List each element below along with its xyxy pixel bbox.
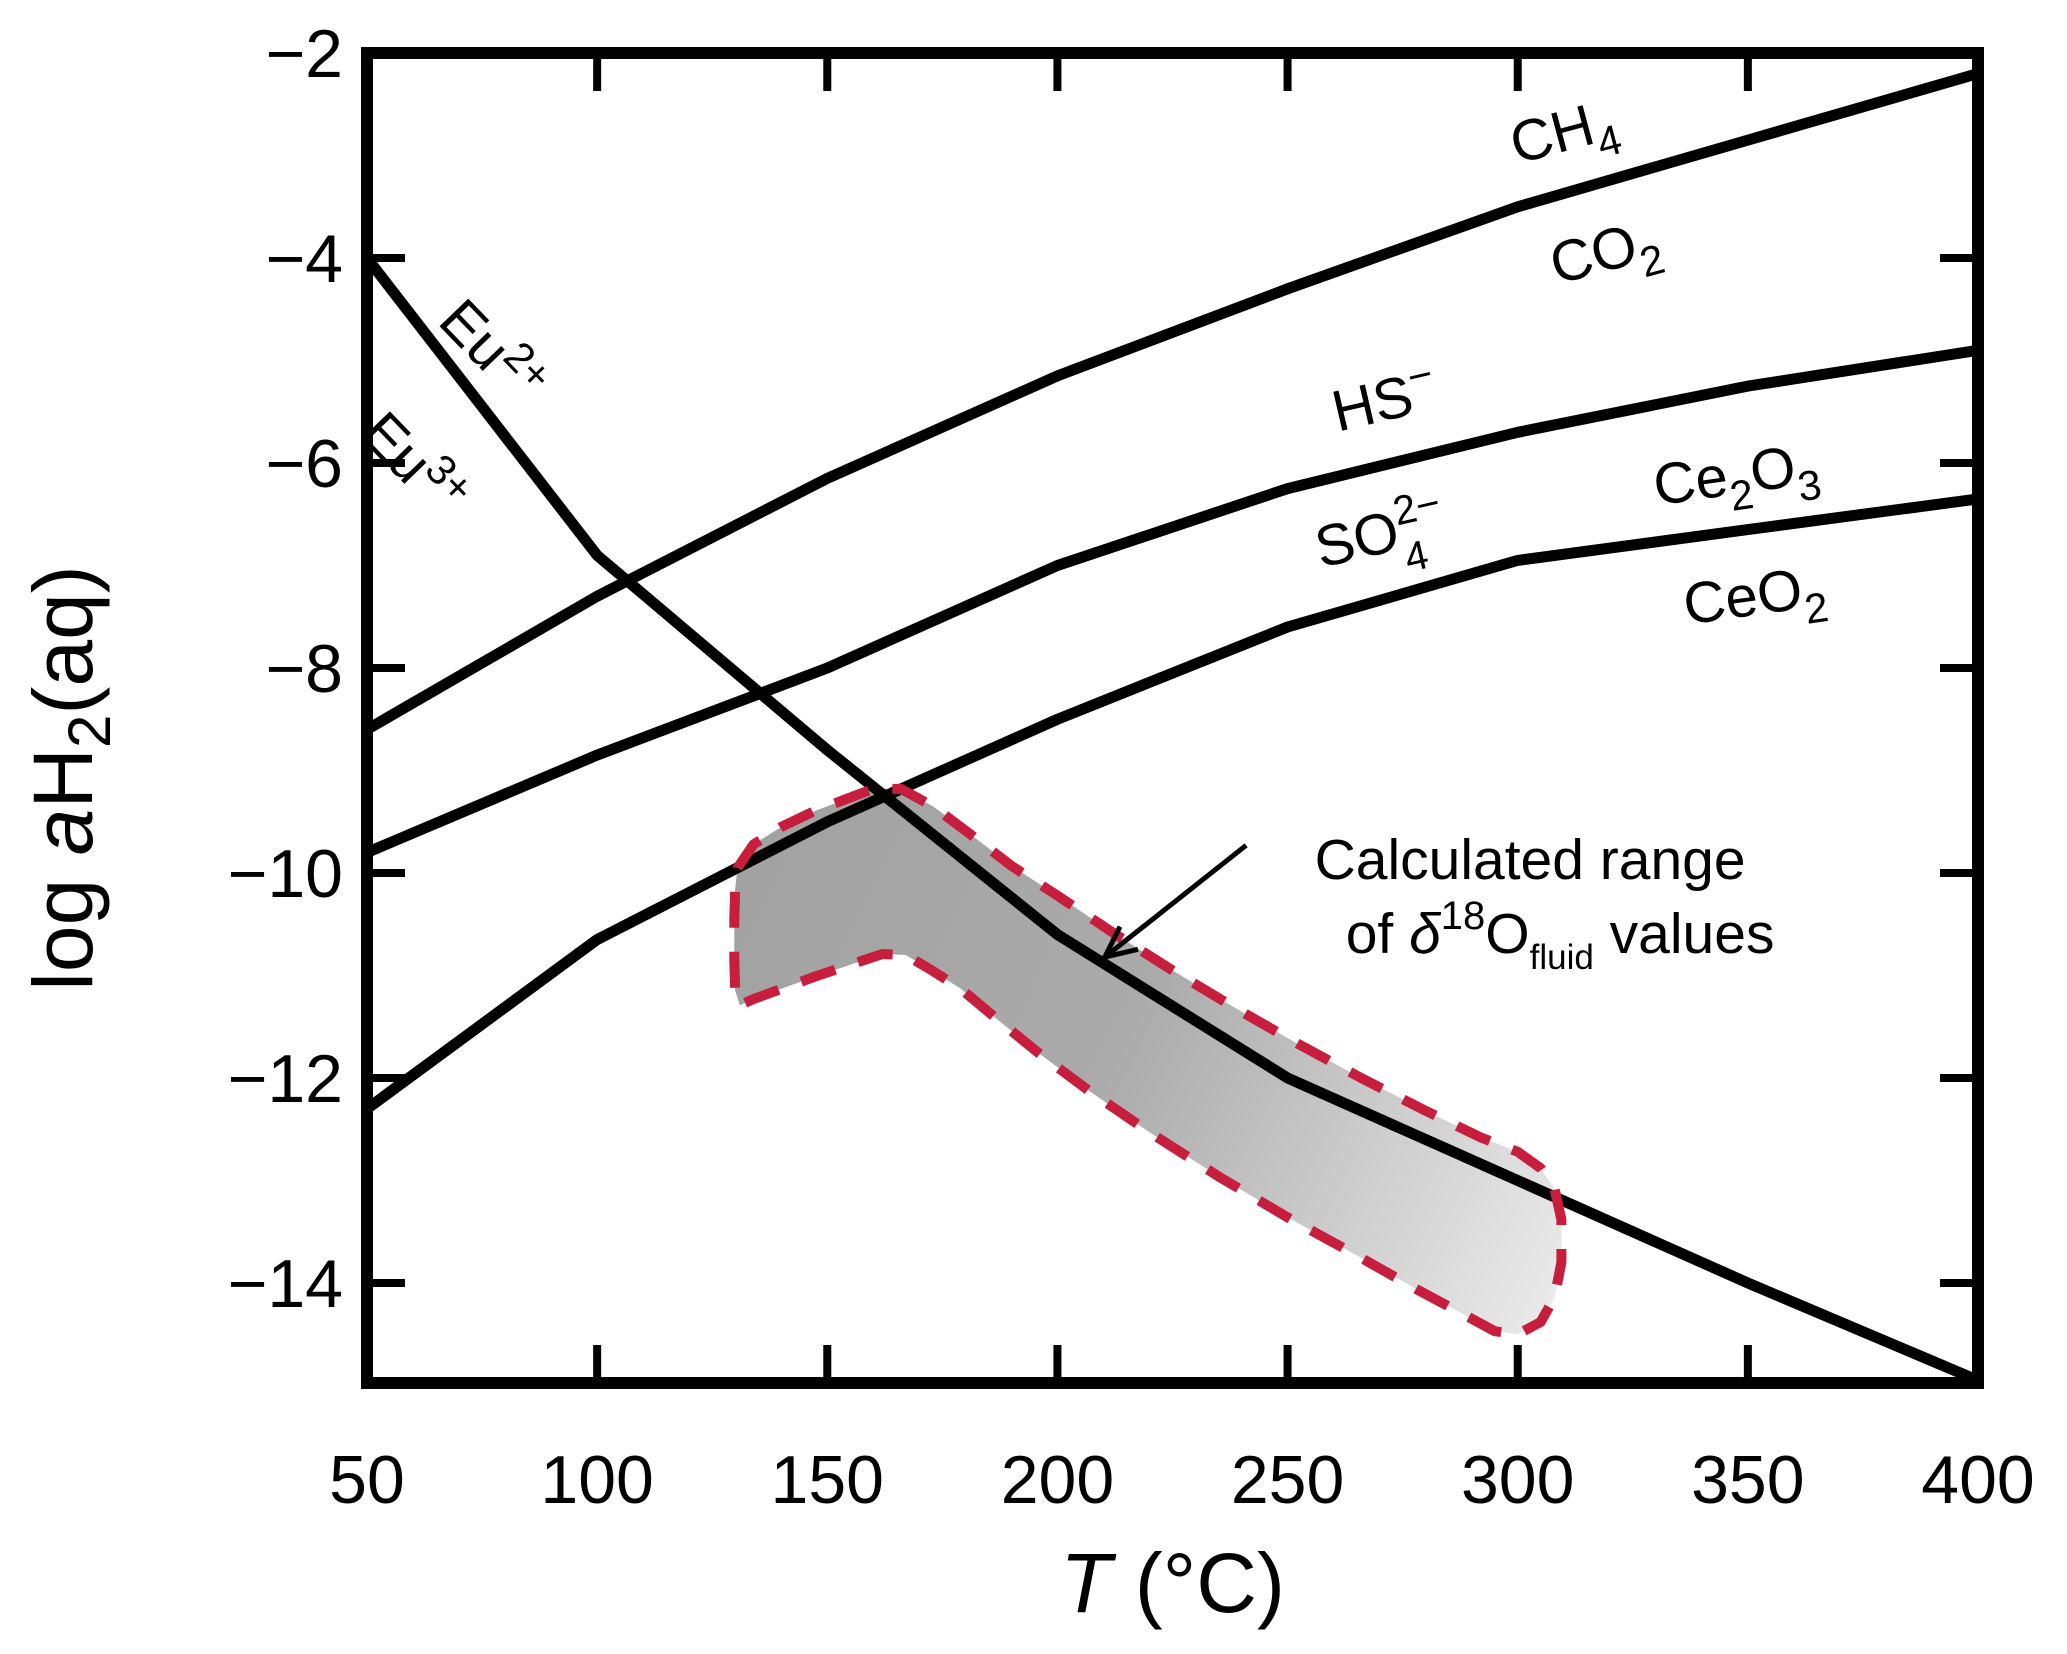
- region-border-layer: [729, 783, 1567, 1340]
- y-tick-label: −4: [265, 221, 343, 297]
- y-tick-label: −8: [265, 631, 343, 707]
- annotation-line-1: Calculated range: [1315, 828, 1746, 892]
- y-axis-title: log aH2(aq): [16, 565, 123, 991]
- x-tick-label: 50: [329, 1442, 405, 1518]
- y-tick-label: −6: [265, 426, 343, 502]
- annotation-arrow-shaft: [1103, 843, 1248, 960]
- x-tick-label: 100: [540, 1442, 653, 1518]
- y-tick-label: −14: [228, 1246, 343, 1322]
- x-tick-label: 200: [1001, 1442, 1114, 1518]
- x-axis-title: T (°C): [1060, 1536, 1285, 1630]
- annotation-line-2: of δ18Ofluid values: [1346, 894, 1775, 977]
- x-tick-labels: 50 100 150 200 250 300 350 400: [329, 1442, 2035, 1518]
- curve-3: [362, 254, 1981, 1386]
- y-tick-label: −10: [228, 836, 343, 912]
- axis-ticks: [367, 53, 1978, 1383]
- y-tick-label: −12: [228, 1041, 343, 1117]
- calculated-range-region: [734, 788, 1562, 1335]
- region-fill: [734, 788, 1562, 1335]
- annotation-arrow-head: [1100, 925, 1139, 961]
- curve-0: [364, 68, 1980, 735]
- curve-1: [364, 344, 1979, 858]
- curve-2: [363, 493, 1979, 1114]
- y-tick-label: −2: [265, 16, 343, 92]
- curve-label-1-below: SO2−4: [1307, 479, 1455, 600]
- x-tick-label: 250: [1231, 1442, 1344, 1518]
- x-tick-label: 300: [1461, 1442, 1574, 1518]
- boundary-curves: [362, 68, 1981, 1386]
- x-tick-label: 350: [1691, 1442, 1804, 1518]
- y-tick-labels: −2 −4 −6 −8 −10 −12 −14: [228, 16, 343, 1322]
- region-dashed-border: [729, 783, 1567, 1340]
- x-tick-label: 400: [1921, 1442, 2034, 1518]
- curve-label-2-above: Ce2O3: [1649, 431, 1824, 530]
- plot-frame: [361, 47, 1984, 1389]
- x-tick-label: 150: [771, 1442, 884, 1518]
